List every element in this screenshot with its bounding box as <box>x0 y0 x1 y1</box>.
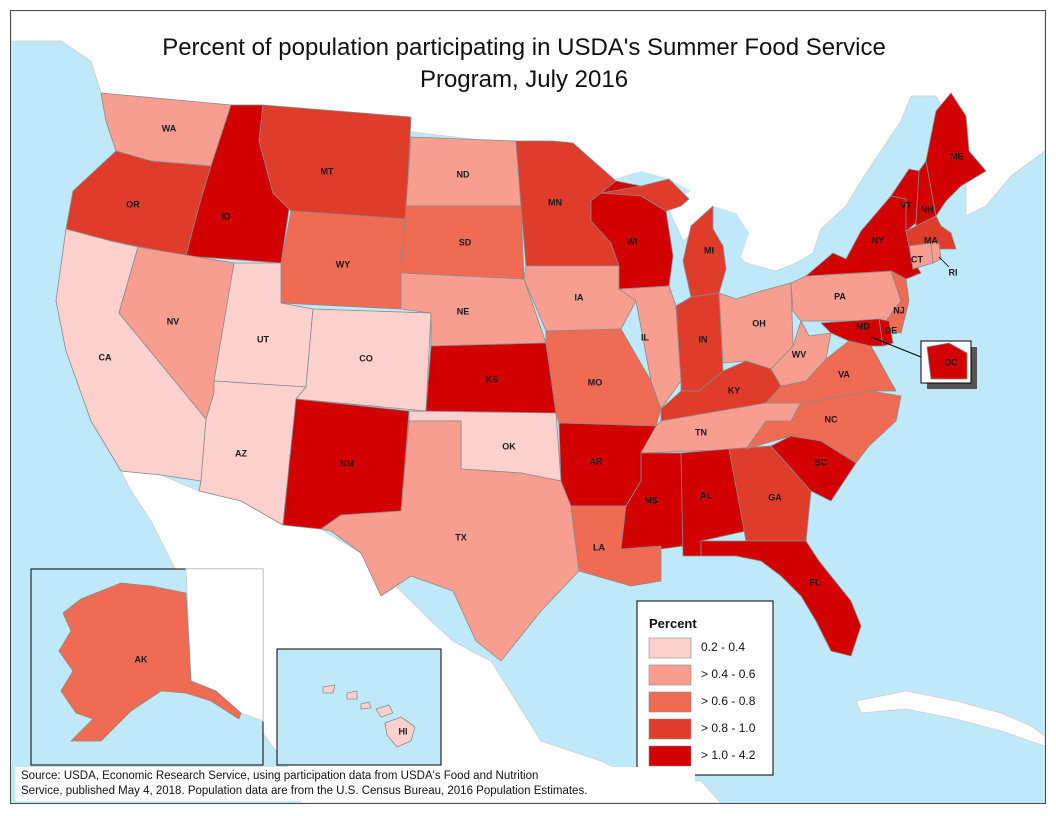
state-label-ks: KS <box>486 374 499 384</box>
state-ga <box>728 445 812 542</box>
state-label-sd: SD <box>459 237 472 247</box>
choropleth-map: WA OR CA ID NV MT WY UT AZ CO NM ND SD NE KS OK TX MN IA MO… <box>11 11 1045 803</box>
state-me <box>925 92 987 217</box>
state-label-ga: GA <box>768 492 782 502</box>
state-label-nd: ND <box>457 169 470 179</box>
state-label-vt: VT <box>900 200 912 210</box>
state-label-la: LA <box>593 542 605 552</box>
state-label-wa: WA <box>162 123 177 133</box>
lake-erie <box>729 269 796 299</box>
ri-leader-line <box>938 256 950 268</box>
states-layer <box>55 92 987 662</box>
state-label-ma: MA <box>924 235 938 245</box>
state-label-va: VA <box>838 369 850 379</box>
state-pa <box>790 270 902 322</box>
legend-label: 0.2 - 0.4 <box>701 640 745 654</box>
state-label-ms: MS <box>644 495 658 505</box>
state-dc <box>926 342 968 380</box>
state-label-mo: MO <box>588 377 603 387</box>
state-label-nv: NV <box>167 316 180 326</box>
state-label-in: IN <box>699 334 708 344</box>
state-wy <box>280 210 407 310</box>
legend-label: > 1.0 - 4.2 <box>701 748 756 762</box>
state-label-ne: NE <box>457 306 470 316</box>
state-label-az: AZ <box>235 448 247 458</box>
source-backdrop <box>15 767 695 801</box>
state-label-il: IL <box>641 332 650 342</box>
hawaii-inset-frame <box>276 648 442 766</box>
legend-swatch <box>648 718 692 740</box>
state-tx <box>320 420 580 662</box>
state-label-wi: WI <box>627 236 638 246</box>
state-label-sc: SC <box>815 457 828 467</box>
dc-callout-line <box>870 336 922 358</box>
state-ak <box>58 582 242 742</box>
source-line2: Service, published May 4, 2018. Populati… <box>21 785 587 797</box>
map-title-line1: Percent of population participating in U… <box>162 34 886 61</box>
legend-swatch <box>648 664 692 686</box>
state-mt <box>258 104 412 220</box>
state-ri <box>930 242 942 264</box>
state-label-nm: NM <box>340 458 354 468</box>
state-label-or: OR <box>126 199 140 209</box>
source-line1: Source: USDA, Economic Research Service,… <box>21 770 538 782</box>
state-label-tn: TN <box>695 427 707 437</box>
state-az <box>198 380 307 526</box>
map-title-line2: Program, July 2016 <box>420 66 628 93</box>
state-label-co: CO <box>359 353 373 363</box>
state-co <box>295 308 432 412</box>
state-ca <box>55 228 207 482</box>
state-label-me: ME <box>950 151 964 161</box>
state-label-fl: FL <box>810 577 821 587</box>
legend-label: > 0.4 - 0.6 <box>701 667 756 681</box>
state-label-mn: MN <box>548 197 562 207</box>
state-label-nj: NJ <box>893 305 905 315</box>
state-hi <box>322 684 416 748</box>
state-il <box>618 285 682 410</box>
state-label-ny: NY <box>872 235 885 245</box>
state-label-wv: WV <box>792 349 807 359</box>
map-frame: WA OR CA ID NV MT WY UT AZ CO NM ND SD NE KS OK TX MN IA MO… <box>10 10 1046 804</box>
state-label-ri: RI <box>949 267 958 277</box>
state-label-nc: NC <box>825 414 838 424</box>
state-labels: WA OR CA ID NV MT WY UT AZ CO NM ND SD NE KS OK TX MN IA MO… <box>99 123 964 587</box>
state-nj <box>885 270 910 334</box>
lake-huron <box>713 206 749 269</box>
state-label-de: DE <box>885 325 898 335</box>
legend-swatch <box>648 691 692 713</box>
legend: Percent 0.2 - 0.4 > 0.4 - 0.6 > 0.6 - 0.8 >… <box>636 600 774 776</box>
state-label-al: AL <box>700 490 712 500</box>
legend-label: > 0.8 - 1.0 <box>701 721 756 735</box>
cuba-landmass <box>855 690 1045 747</box>
state-label-ia: IA <box>575 292 585 302</box>
state-label-nh: NH <box>921 204 934 214</box>
state-mi <box>600 178 727 298</box>
state-label-ak: AK <box>135 654 148 664</box>
legend-items: 0.2 - 0.4 > 0.4 - 0.6 > 0.6 - 0.8 > 0.8 - 1… <box>648 637 756 767</box>
state-label-tx: TX <box>455 532 467 542</box>
state-label-ut: UT <box>257 334 269 344</box>
state-fl <box>700 540 862 657</box>
state-label-mi: MI <box>704 245 714 255</box>
state-label-ca: CA <box>99 352 112 362</box>
legend-swatch <box>648 637 692 659</box>
state-label-mt: MT <box>321 166 334 176</box>
state-label-ok: OK <box>502 441 516 451</box>
state-label-ky: KY <box>728 385 741 395</box>
state-label-pa: PA <box>834 291 846 301</box>
state-md <box>820 318 884 347</box>
state-label-ar: AR <box>590 456 603 466</box>
legend-title: Percent <box>649 616 697 631</box>
state-label-id: ID <box>222 211 232 221</box>
state-label-wy: WY <box>336 259 351 269</box>
state-label-ct: CT <box>911 254 923 264</box>
legend-swatch <box>648 745 692 767</box>
state-label-oh: OH <box>752 318 766 328</box>
state-label-hi: HI <box>399 726 408 736</box>
state-nc <box>745 390 902 464</box>
legend-label: > 0.6 - 0.8 <box>701 694 756 708</box>
state-label-dc: DC <box>945 357 958 367</box>
state-label-md: MD <box>856 321 870 331</box>
